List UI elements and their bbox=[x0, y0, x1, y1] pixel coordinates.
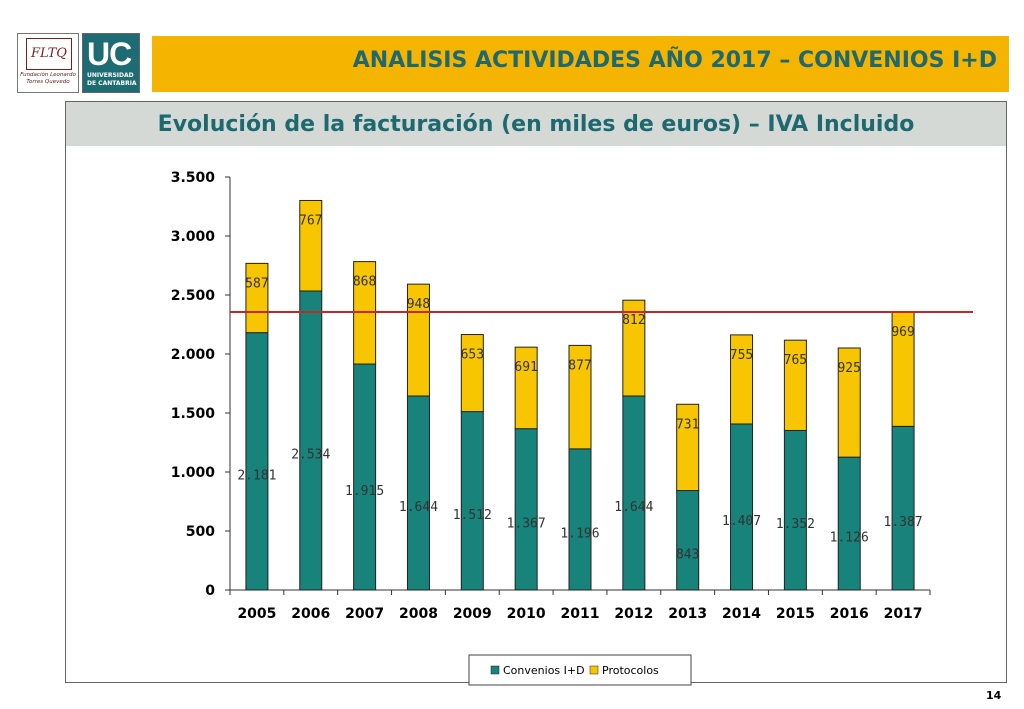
data-label-convenios: 1.644 bbox=[614, 500, 653, 515]
fltq-logo: FLTQ Fundación Leonardo Torres Quevedo bbox=[17, 33, 79, 93]
x-tick-label: 2011 bbox=[561, 606, 600, 622]
bar-protocolos-2013 bbox=[676, 403, 700, 492]
x-tick-label: 2007 bbox=[345, 606, 384, 622]
y-tick-label: 3.500 bbox=[171, 170, 216, 186]
bar-protocolos-2010 bbox=[514, 346, 538, 430]
bar-convenios-2008 bbox=[406, 395, 430, 591]
bar-protocolos-2011 bbox=[568, 344, 592, 450]
data-label-protocolos: 765 bbox=[784, 353, 807, 368]
data-label-protocolos: 767 bbox=[299, 213, 322, 228]
legend-label-convenios: Convenios I+D bbox=[503, 664, 585, 677]
legend-label-protocolos: Protocolos bbox=[602, 664, 659, 677]
bar-protocolos-2005 bbox=[245, 262, 269, 334]
bar-protocolos-2015 bbox=[783, 339, 807, 431]
uc-logo: UC UNIVERSIDAD DE CANTABRIA bbox=[82, 33, 140, 93]
data-label-protocolos: 691 bbox=[514, 360, 537, 375]
header-bar: ANALISIS ACTIVIDADES AÑO 2017 – CONVENIO… bbox=[152, 36, 1009, 92]
data-label-convenios: 1.126 bbox=[830, 531, 869, 546]
data-label-protocolos: 653 bbox=[461, 348, 484, 363]
x-tick-label: 2012 bbox=[614, 606, 653, 622]
data-label-convenios: 1.367 bbox=[507, 516, 546, 531]
fltq-logo-text-2: Torres Quevedo bbox=[26, 79, 70, 85]
y-tick-label: 2.000 bbox=[171, 347, 216, 363]
data-label-convenios: 2.534 bbox=[291, 447, 330, 462]
y-tick-label: 2.500 bbox=[171, 288, 216, 304]
bar-convenios-2015 bbox=[783, 429, 807, 591]
legend-swatch-protocolos bbox=[589, 665, 599, 675]
bar-convenios-2016 bbox=[837, 456, 861, 591]
chart-panel-header: Evolución de la facturación (en miles de… bbox=[66, 102, 1006, 146]
uc-logo-text-2: DE CANTABRIA bbox=[87, 80, 137, 87]
x-tick-label: 2008 bbox=[399, 606, 438, 622]
y-tick-label: 1.000 bbox=[171, 465, 216, 481]
data-label-protocolos: 868 bbox=[353, 275, 376, 290]
bar-convenios-2012 bbox=[622, 395, 646, 591]
x-tick-label: 2010 bbox=[507, 606, 546, 622]
data-label-protocolos: 587 bbox=[245, 276, 268, 291]
uc-logo-mark: UC bbox=[87, 36, 132, 72]
x-tick-label: 2013 bbox=[668, 606, 707, 622]
bar-convenios-2010 bbox=[514, 428, 538, 591]
data-label-protocolos: 812 bbox=[622, 313, 645, 328]
uc-logo-text: UNIVERSIDAD DE CANTABRIA bbox=[87, 72, 139, 88]
chart-title: Evolución de la facturación (en miles de… bbox=[157, 112, 915, 137]
x-tick-label: 2015 bbox=[776, 606, 815, 622]
x-tick-label: 2006 bbox=[291, 606, 330, 622]
bar-protocolos-2006 bbox=[299, 199, 323, 292]
data-label-protocolos: 755 bbox=[730, 348, 753, 363]
data-label-convenios: 1.644 bbox=[399, 500, 438, 515]
legend-swatch-convenios bbox=[490, 665, 500, 675]
data-label-protocolos: 925 bbox=[837, 361, 860, 376]
data-label-convenios: 1.387 bbox=[884, 515, 923, 530]
bar-protocolos-2016 bbox=[837, 347, 861, 458]
slide-title: ANALISIS ACTIVIDADES AÑO 2017 – CONVENIO… bbox=[352, 48, 997, 73]
bar-convenios-2017 bbox=[891, 425, 915, 591]
fltq-logo-text-1: Fundación Leonardo bbox=[20, 72, 76, 78]
bar-convenios-2013 bbox=[676, 490, 700, 591]
data-label-protocolos: 731 bbox=[676, 417, 699, 432]
data-label-convenios: 843 bbox=[676, 547, 699, 562]
bar-convenios-2006 bbox=[299, 290, 323, 591]
data-label-convenios: 1.407 bbox=[722, 514, 761, 529]
data-label-convenios: 1.352 bbox=[776, 517, 815, 532]
data-label-convenios: 1.915 bbox=[345, 484, 384, 499]
y-tick-label: 500 bbox=[186, 524, 215, 540]
data-label-convenios: 1.512 bbox=[453, 508, 492, 523]
data-label-protocolos: 948 bbox=[407, 297, 430, 312]
data-label-protocolos: 877 bbox=[568, 358, 591, 373]
x-tick-label: 2016 bbox=[830, 606, 869, 622]
bar-convenios-2005 bbox=[245, 332, 269, 591]
bar-protocolos-2014 bbox=[730, 334, 754, 425]
data-label-protocolos: 969 bbox=[891, 325, 914, 340]
x-tick-label: 2014 bbox=[722, 606, 761, 622]
data-label-convenios: 2.181 bbox=[237, 468, 276, 483]
y-tick-label: 3.000 bbox=[171, 229, 216, 245]
x-tick-label: 2005 bbox=[237, 606, 276, 622]
bar-protocolos-2009 bbox=[460, 334, 484, 413]
y-tick-label: 0 bbox=[205, 583, 215, 599]
legend-box bbox=[468, 654, 692, 686]
x-tick-label: 2009 bbox=[453, 606, 492, 622]
x-tick-label: 2017 bbox=[884, 606, 923, 622]
page-number: 14 bbox=[986, 689, 1002, 702]
uc-logo-text-1: UNIVERSIDAD bbox=[87, 72, 134, 79]
bar-convenios-2011 bbox=[568, 448, 592, 591]
fltq-logo-text: Fundación Leonardo Torres Quevedo bbox=[18, 72, 78, 86]
fltq-logo-mark: FLTQ bbox=[26, 38, 72, 70]
bar-convenios-2007 bbox=[353, 363, 377, 591]
bar-convenios-2009 bbox=[460, 411, 484, 591]
data-label-convenios: 1.196 bbox=[560, 526, 599, 541]
bar-protocolos-2012 bbox=[622, 299, 646, 397]
bar-convenios-2014 bbox=[730, 423, 754, 591]
y-tick-label: 1.500 bbox=[171, 406, 216, 422]
